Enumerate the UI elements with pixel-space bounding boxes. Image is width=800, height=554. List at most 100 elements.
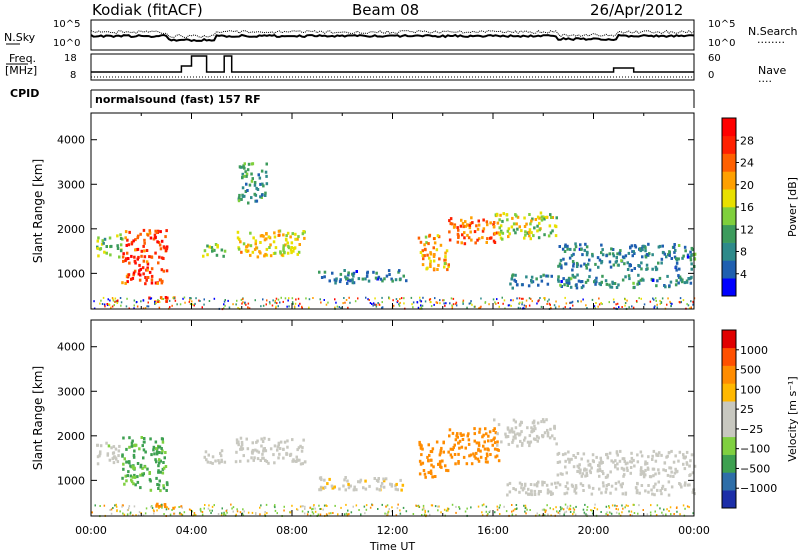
echo-cell bbox=[598, 469, 602, 473]
echo-cell bbox=[143, 437, 146, 440]
echo-cell bbox=[457, 234, 460, 238]
echo-cell bbox=[297, 304, 300, 307]
echo-cell bbox=[301, 505, 303, 508]
echo-cell bbox=[124, 474, 127, 478]
echo-cell bbox=[536, 302, 538, 305]
echo-cell bbox=[632, 458, 635, 462]
echo-cell bbox=[530, 231, 533, 235]
echo-cell bbox=[626, 299, 628, 302]
echo-cell bbox=[452, 303, 455, 306]
echo-cell bbox=[427, 242, 430, 246]
echo-cell bbox=[258, 176, 262, 180]
echo-cell bbox=[506, 483, 509, 487]
echo-cell bbox=[667, 480, 671, 484]
echo-cell bbox=[673, 471, 677, 475]
echo-cell bbox=[115, 457, 118, 461]
echo-cell bbox=[162, 461, 165, 464]
echo-cell bbox=[496, 508, 499, 511]
echo-cell bbox=[456, 432, 459, 436]
echo-cell bbox=[481, 514, 484, 517]
echo-cell bbox=[294, 302, 297, 305]
echo-cell bbox=[485, 220, 489, 224]
echo-cell bbox=[246, 447, 250, 451]
echo-cell bbox=[591, 254, 594, 258]
echo-cell bbox=[161, 440, 165, 444]
echo-cell bbox=[527, 230, 531, 234]
echo-cell bbox=[349, 484, 352, 488]
echo-cell bbox=[658, 451, 661, 455]
echo-cell bbox=[428, 453, 431, 457]
echo-cell bbox=[558, 510, 561, 513]
echo-cell bbox=[162, 466, 166, 470]
echo-cell bbox=[467, 236, 471, 240]
echo-cell bbox=[443, 508, 446, 511]
echo-cell bbox=[577, 300, 579, 303]
echo-cell bbox=[543, 420, 546, 424]
echo-cell bbox=[346, 277, 349, 281]
echo-cell bbox=[345, 512, 348, 515]
echo-cell bbox=[364, 479, 367, 483]
echo-cell bbox=[157, 445, 160, 449]
echo-cell bbox=[514, 488, 517, 492]
echo-cell bbox=[126, 297, 128, 300]
echo-cell bbox=[450, 222, 454, 226]
echo-cell bbox=[140, 436, 143, 439]
echo-cell bbox=[262, 234, 265, 238]
echo-cell bbox=[399, 298, 401, 300]
echo-cell bbox=[106, 303, 108, 305]
echo-cell bbox=[210, 246, 214, 250]
echo-cell bbox=[172, 296, 174, 299]
echo-cell bbox=[558, 305, 560, 308]
echo-cell bbox=[298, 243, 301, 246]
echo-cell bbox=[282, 248, 285, 252]
echo-cell bbox=[99, 450, 102, 454]
echo-cell bbox=[485, 432, 488, 436]
echo-cell bbox=[614, 459, 617, 463]
echo-cell bbox=[693, 464, 697, 468]
nsearch-dots: ........ bbox=[757, 33, 785, 46]
echo-cell bbox=[639, 249, 642, 253]
echo-cell bbox=[158, 243, 162, 247]
echo-cell bbox=[294, 232, 297, 236]
echo-cell bbox=[555, 485, 558, 489]
echo-cell bbox=[282, 233, 285, 237]
echo-cell bbox=[678, 450, 682, 454]
echo-cell bbox=[131, 475, 135, 479]
echo-cell bbox=[352, 488, 356, 492]
echo-cell bbox=[256, 457, 260, 461]
echo-cell bbox=[424, 475, 427, 479]
echo-cell bbox=[608, 283, 611, 287]
echo-cell bbox=[674, 283, 678, 287]
echo-cell bbox=[152, 237, 156, 241]
echo-cell bbox=[355, 504, 358, 507]
echo-cell bbox=[355, 488, 358, 492]
echo-cell bbox=[480, 297, 482, 300]
echo-cell bbox=[462, 301, 464, 304]
echo-cell bbox=[344, 301, 346, 304]
echo-cell bbox=[504, 432, 507, 436]
echo-cell bbox=[448, 238, 452, 242]
echo-cell bbox=[628, 306, 630, 309]
echo-cell bbox=[291, 504, 293, 507]
echo-cell bbox=[188, 508, 191, 511]
echo-cell bbox=[304, 507, 306, 510]
echo-cell bbox=[627, 274, 631, 278]
echo-cell bbox=[434, 297, 436, 300]
echo-cell bbox=[436, 234, 440, 238]
colorbar-segment bbox=[722, 135, 736, 154]
echo-cell bbox=[264, 511, 266, 513]
echo-cell bbox=[249, 231, 252, 235]
echo-cell bbox=[579, 468, 582, 472]
echo-cell bbox=[146, 467, 149, 471]
echo-cell bbox=[290, 246, 294, 249]
echo-cell bbox=[690, 275, 693, 279]
echo-cell bbox=[131, 439, 134, 443]
echo-cell bbox=[570, 254, 574, 258]
echo-cell bbox=[284, 243, 287, 247]
echo-cell bbox=[543, 297, 545, 300]
echo-cell bbox=[439, 299, 441, 302]
echo-cell bbox=[243, 166, 246, 170]
echo-cell bbox=[422, 296, 424, 299]
echo-cell bbox=[109, 509, 111, 511]
echo-cell bbox=[539, 211, 543, 215]
